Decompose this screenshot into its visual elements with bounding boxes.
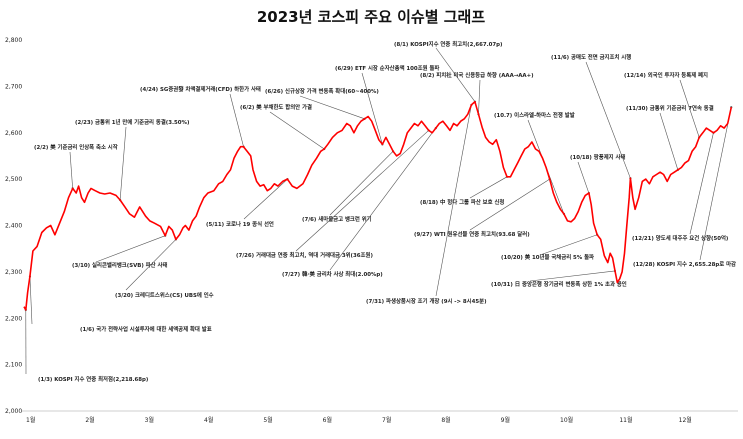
annotation-label: (9/27) WTI 원유선물 연중 최고치(93.68 달러) (414, 230, 530, 238)
y-tick-label: 2,300 (5, 269, 22, 276)
x-tick-label: 4월 (204, 416, 213, 424)
annotation-arrow (295, 130, 429, 252)
annotation-label: (7/6) 새마을금고 뱅크런 위기 (302, 215, 372, 223)
annotation-label: (1/6) 국가 전략사업 시설투자에 대한 세액공제 확대 발표 (80, 325, 212, 333)
annotation-arrow (679, 79, 700, 138)
annotation-arrow (329, 151, 394, 216)
annotation-arrow (329, 127, 437, 271)
annotation-label: (12/14) 외국인 투자자 등록제 폐지 (624, 71, 708, 79)
annotation-arrow (29, 276, 33, 325)
annotation-label: (3/10) 실리콘밸리뱅크(SVB) 파산 사태 (72, 261, 167, 269)
x-tick-label: 6월 (323, 416, 332, 424)
annotation-label: (7/31) 파생상품시장 조기 개장 (9시 -> 8시45분) (366, 297, 487, 305)
y-tick-label: 2,800 (5, 37, 22, 44)
x-axis-ticks: 1월 2월 3월 4월 5월 6월 7월 8월 9월 10월 11월 12월 (26, 416, 692, 424)
annotation-arrow (119, 126, 127, 201)
x-tick-label: 12월 (679, 416, 692, 424)
annotation-label: (1/3) KOSPI 지수 연중 최저점(2,218.68p) (38, 375, 148, 383)
annotation-arrow (229, 93, 244, 147)
annotation-arrow (539, 234, 598, 256)
annotation-label: (8/18) 中 헝다 그룹 파산 보호 신청 (420, 198, 504, 206)
annotation-arrow (299, 95, 365, 120)
annotation-arrow (659, 112, 679, 170)
annotation-arrow (69, 151, 73, 189)
x-tick-label: 7월 (382, 416, 391, 424)
annotation-arrow (478, 79, 481, 115)
annotation-label: (10/18) 팡풍제지 사태 (570, 153, 625, 161)
x-tick-label: 3월 (145, 416, 154, 424)
chart-title: 2023년 코스피 주요 이슈별 그래프 (257, 8, 485, 26)
annotation-arrow (699, 107, 732, 261)
annotation-arrow (361, 72, 383, 145)
annotation-label: (11/30) 금통위 기준금리 7연속 동결 (626, 104, 714, 112)
annotation-label: (6/2) 美 부채한도 합의안 가결 (240, 103, 312, 111)
annotation-arrow (689, 132, 714, 235)
y-tick-label: 2,700 (5, 83, 22, 90)
annotation-arrow (243, 178, 288, 220)
x-tick-label: 8월 (441, 416, 450, 424)
kospi-series-line (23, 100, 733, 311)
annotation-label: (11/6) 공매도 전면 금지조치 시행 (551, 53, 631, 61)
y-tick-label: 2,200 (5, 315, 22, 322)
annotation-label: (5/11) 코로나 19 종식 선언 (206, 220, 274, 228)
annotation-label: (10.7) 이스라엘-하마스 전쟁 발발 (494, 111, 575, 119)
x-tick-label: 2월 (85, 416, 94, 424)
y-tick-label: 2,100 (5, 362, 22, 369)
annotation-arrow (469, 178, 550, 231)
annotation-label: (7/26) 거래대금 연중 최고치, 역대 거래대금 3위(36조원) (236, 251, 373, 259)
y-tick-label: 2,400 (5, 223, 22, 230)
x-tick-label: 10월 (560, 416, 573, 424)
annotation-label: (7/27) 韓·美 금리차 사상 최대(2.00%p) (282, 270, 383, 278)
annotation-arrow (269, 111, 325, 150)
annotation-arrow (435, 47, 476, 102)
annotation-label: (12/28) KOSPI 지수 2,655.28p로 마감 (633, 260, 736, 268)
y-tick-label: 2,500 (5, 176, 22, 183)
annotation-arrow (577, 161, 590, 194)
y-axis-ticks: 2,000 2,100 2,200 2,300 2,400 2,500 2,600 2,700… (5, 37, 22, 415)
y-tick-label: 2,000 (5, 408, 22, 415)
annotation-label: (6/29) ETF 시장 순자산총액 100조원 돌파 (335, 64, 439, 72)
annotation-label: (2/2) 美 기준금리 인상폭 축소 시작 (34, 143, 118, 151)
x-tick-label: 9월 (501, 416, 510, 424)
annotation-arrow (469, 176, 508, 199)
annotation-label: (8/1) KOSPI지수 연중 최고치(2,667.07p) (394, 40, 503, 48)
annotation-label: (2/23) 금통위 1년 만에 기준금리 동결(3.50%) (75, 118, 189, 126)
x-tick-label: 5월 (263, 416, 272, 424)
annotation-arrow (529, 270, 615, 282)
annotation-label: (3/20) 크레디트스위스(CS) UBS에 인수 (115, 291, 214, 299)
annotation-label: (4/24) SG증권發 차액결제거래(CFD) 하한가 사태 (140, 85, 261, 93)
annotation-arrow (585, 61, 631, 179)
annotation-label: (10/20) 美 10년물 국채금리 5% 돌파 (501, 253, 594, 261)
y-tick-label: 2,600 (5, 130, 22, 137)
annotation-arrow (435, 104, 472, 297)
annotation-arrow (95, 235, 166, 263)
annotation-label: (10/31) 日 중앙은행 장기금리 변동폭 상한 1% 초과 용인 (491, 280, 627, 288)
annotation-label: (8/2) 피치社 미국 신용등급 하향 (AAA→AA+) (420, 71, 534, 79)
annotation-arrow (125, 239, 177, 291)
annotation-label: (12/21) 양도세 대주주 요건 상향(50억) (632, 234, 728, 242)
annotations: (1/3) KOSPI 지수 연중 최저점(2,218.68p) (1/6) 국가… (24, 40, 736, 383)
x-tick-label: 11월 (619, 416, 632, 424)
x-tick-label: 1월 (26, 416, 35, 424)
annotation-label: (6/26) 신규상장 가격 변동폭 확대(60~400%) (265, 87, 379, 95)
